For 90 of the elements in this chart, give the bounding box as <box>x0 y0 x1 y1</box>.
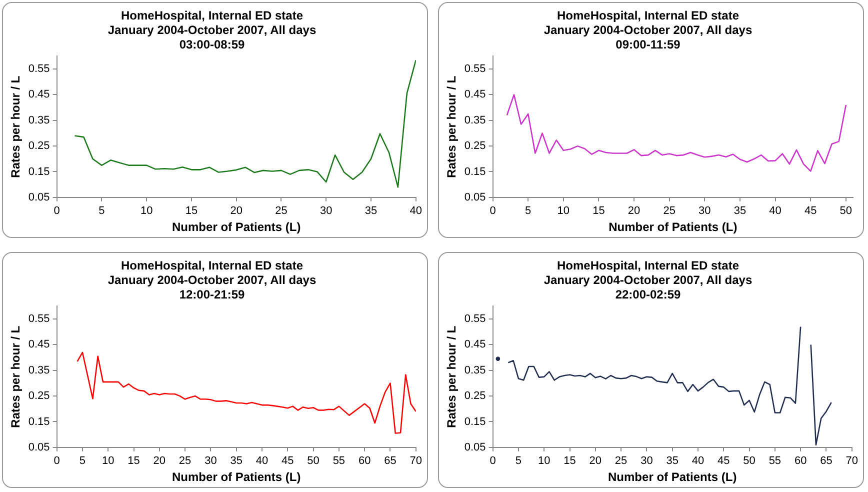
x-tick-label: 30 <box>640 455 653 468</box>
x-tick-label: 70 <box>410 455 422 468</box>
x-tick-label: 5 <box>525 205 532 218</box>
x-tick-label: 35 <box>364 205 378 218</box>
x-tick-label: 40 <box>692 455 704 468</box>
chart-subtitle: January 2004-October 2007, All days 22:00-02:59 <box>544 272 752 302</box>
y-tick-label: 0.55 <box>28 63 50 76</box>
x-tick-label: 40 <box>769 205 782 218</box>
y-tick-label: 0.55 <box>28 313 50 326</box>
chart-title: HomeHospital, Internal ED state <box>556 258 740 273</box>
x-tick-label: 10 <box>557 205 570 218</box>
x-tick-label: 55 <box>768 455 782 468</box>
y-tick-label: 0.25 <box>28 390 50 402</box>
x-tick-label: 0 <box>490 205 496 218</box>
x-tick-label: 60 <box>794 455 807 468</box>
x-tick-label: 15 <box>128 455 140 468</box>
x-tick-label: 15 <box>564 455 576 468</box>
y-tick-label: 0.45 <box>28 88 50 101</box>
x-axis-title: Number of Patients (L) <box>608 470 737 484</box>
chart-subtitle: January 2004-October 2007, All days 03:00-08:59 <box>108 22 316 52</box>
y-tick-label: 0.35 <box>464 114 486 126</box>
x-tick-label: 5 <box>515 455 522 468</box>
y-tick-label: 0.25 <box>464 390 486 402</box>
chart-title: HomeHospital, Internal ED state <box>120 8 304 23</box>
x-tick-label: 45 <box>804 205 817 218</box>
x-tick-label: 25 <box>178 455 192 468</box>
chart-title: HomeHospital, Internal ED state <box>120 258 304 273</box>
x-tick-label: 20 <box>589 455 602 468</box>
x-tick-label: 30 <box>204 455 217 468</box>
y-tick-label: 0.25 <box>464 140 486 152</box>
y-tick-label: 0.05 <box>28 441 50 454</box>
x-tick-label: 25 <box>614 455 628 468</box>
x-tick-label: 65 <box>384 455 396 468</box>
x-tick-label: 50 <box>840 205 852 218</box>
y-tick-label: 0.45 <box>464 338 486 351</box>
y-tick-label: 0.15 <box>464 166 486 178</box>
x-tick-label: 45 <box>718 455 730 468</box>
x-tick-label: 10 <box>538 455 550 468</box>
x-tick-label: 15 <box>592 205 605 218</box>
x-tick-label: 5 <box>79 455 86 468</box>
y-tick-label: 0.35 <box>28 114 50 126</box>
chart-title: HomeHospital, Internal ED state <box>556 8 740 23</box>
x-tick-label: 0 <box>54 455 60 468</box>
chart-subtitle: January 2004-October 2007, All days 09:00-11:59 <box>544 22 752 52</box>
x-tick-label: 70 <box>846 455 858 468</box>
x-tick-label: 50 <box>307 455 320 468</box>
x-tick-label: 40 <box>256 455 268 468</box>
y-tick-label: 0.25 <box>28 140 50 152</box>
x-tick-label: 35 <box>734 205 746 218</box>
y-tick-label: 0.05 <box>28 191 50 204</box>
y-axis-title: Rates per hour / L <box>8 326 23 428</box>
y-axis-title: Rates per hour / L <box>444 326 459 428</box>
x-tick-label: 35 <box>230 455 242 468</box>
y-tick-label: 0.15 <box>464 416 486 428</box>
x-tick-label: 25 <box>275 205 288 218</box>
y-tick-label: 0.35 <box>464 364 486 376</box>
y-tick-label: 0.05 <box>464 441 486 454</box>
x-tick-label: 30 <box>698 205 711 218</box>
x-tick-label: 20 <box>628 205 640 218</box>
x-tick-label: 15 <box>185 205 198 218</box>
x-tick-label: 30 <box>320 205 332 218</box>
x-tick-label: 45 <box>282 455 294 468</box>
y-tick-label: 0.55 <box>464 63 486 76</box>
x-tick-label: 10 <box>102 455 114 468</box>
x-tick-label: 35 <box>666 455 678 468</box>
x-tick-label: 25 <box>663 205 676 218</box>
x-tick-label: 50 <box>743 455 756 468</box>
x-axis-title: Number of Patients (L) <box>172 220 301 234</box>
x-tick-label: 0 <box>54 205 60 218</box>
x-tick-label: 60 <box>358 455 371 468</box>
y-tick-label: 0.15 <box>28 416 50 428</box>
y-tick-label: 0.45 <box>28 338 50 351</box>
x-axis-title: Number of Patients (L) <box>608 220 738 234</box>
y-tick-label: 0.05 <box>464 191 486 204</box>
x-tick-label: 10 <box>140 205 153 218</box>
chart-subtitle: January 2004-October 2007, All days 12:00-21:59 <box>108 272 316 302</box>
y-tick-label: 0.35 <box>28 364 50 376</box>
x-tick-label: 20 <box>230 205 242 218</box>
y-tick-label: 0.15 <box>28 166 50 178</box>
x-tick-label: 0 <box>490 455 496 468</box>
x-axis-title: Number of Patients (L) <box>172 470 301 484</box>
x-tick-label: 65 <box>820 455 832 468</box>
x-tick-label: 20 <box>153 455 166 468</box>
x-tick-label: 55 <box>332 455 346 468</box>
x-tick-label: 5 <box>98 205 105 218</box>
y-tick-label: 0.45 <box>464 88 486 101</box>
y-tick-label: 0.55 <box>464 313 486 326</box>
x-tick-label: 40 <box>410 205 422 218</box>
y-axis-title: Rates per hour / L <box>444 76 459 178</box>
y-axis-title: Rates per hour / L <box>8 76 23 178</box>
